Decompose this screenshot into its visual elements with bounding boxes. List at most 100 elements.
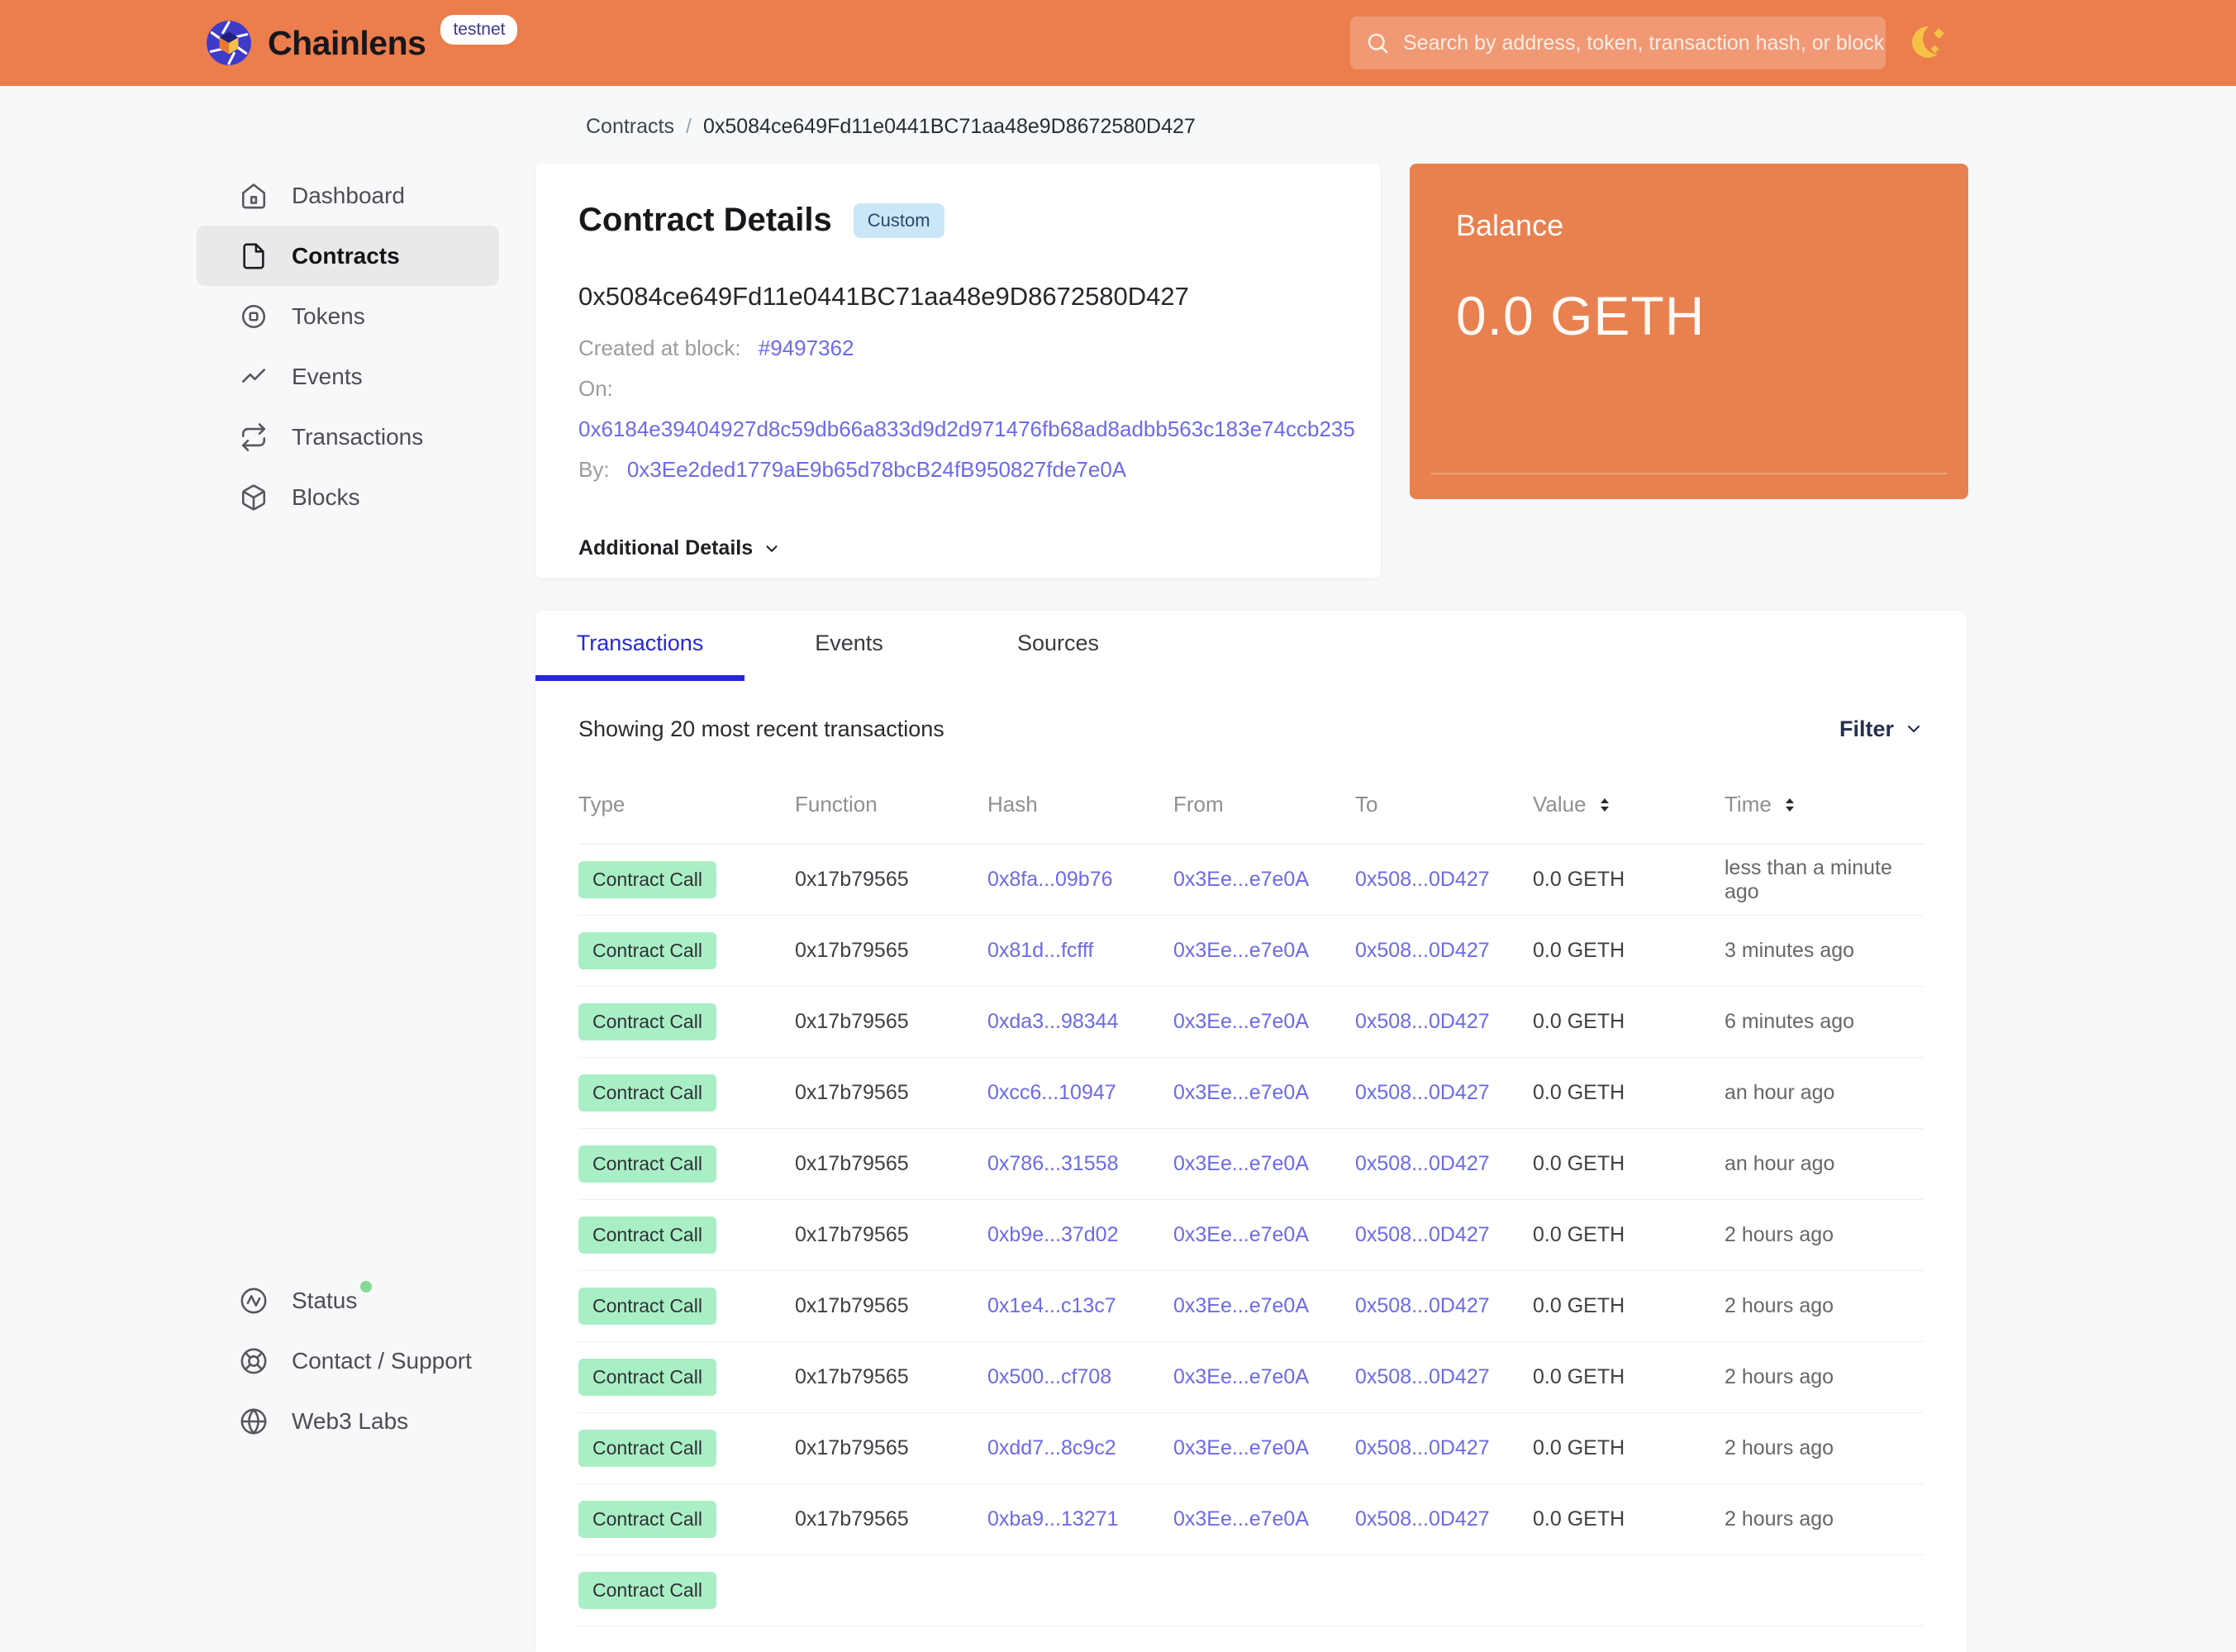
tab-transactions[interactable]: Transactions bbox=[535, 611, 745, 681]
sidebar-item-blocks[interactable]: Blocks bbox=[197, 467, 499, 527]
tx-from-link[interactable]: 0x3Ee...e7e0A bbox=[1173, 1081, 1310, 1104]
filter-label: Filter bbox=[1839, 716, 1894, 741]
chevron-down-icon bbox=[763, 540, 781, 558]
tx-function: 0x17b79565 bbox=[795, 1152, 909, 1175]
additional-details-toggle[interactable]: Additional Details bbox=[578, 536, 1338, 560]
tx-value: 0.0 GETH bbox=[1533, 1152, 1625, 1175]
sidebar-item-label: Dashboard bbox=[292, 182, 405, 208]
tx-function: 0x17b79565 bbox=[795, 1081, 909, 1104]
column-header-function: Function bbox=[795, 792, 878, 816]
tx-to-link[interactable]: 0x508...0D427 bbox=[1355, 868, 1490, 891]
tx-hash-link[interactable]: 0xb9e...37d02 bbox=[987, 1223, 1119, 1246]
contract-activity-card: Transactions Events Sources Showing 20 m… bbox=[535, 611, 1967, 1652]
contract-details-title: Contract Details bbox=[578, 202, 832, 238]
sidebar-item-label: Web3 Labs bbox=[292, 1407, 409, 1434]
tx-function: 0x17b79565 bbox=[795, 939, 909, 962]
sidebar-item-events[interactable]: Events bbox=[197, 346, 499, 407]
tx-time: 2 hours ago bbox=[1725, 1507, 1834, 1531]
balance-divider bbox=[1431, 473, 1947, 474]
sidebar-item-contact-support[interactable]: Contact / Support bbox=[197, 1331, 499, 1391]
status-ok-dot bbox=[360, 1280, 373, 1293]
tab-events[interactable]: Events bbox=[745, 611, 954, 681]
tx-from-link[interactable]: 0x3Ee...e7e0A bbox=[1173, 1152, 1310, 1175]
tx-hash-link[interactable]: 0x81d...fcfff bbox=[987, 939, 1094, 962]
tx-from-link[interactable]: 0x3Ee...e7e0A bbox=[1173, 1507, 1310, 1531]
table-row: Contract Call 0x17b79565 0xda3...98344 0… bbox=[578, 987, 1924, 1058]
tx-to-link[interactable]: 0x508...0D427 bbox=[1355, 1010, 1490, 1033]
tx-function: 0x17b79565 bbox=[795, 1365, 909, 1388]
creation-tx-hash-link[interactable]: 0x6184e39404927d8c59db66a833d9d2d971476f… bbox=[578, 417, 1355, 441]
tx-to-link[interactable]: 0x508...0D427 bbox=[1355, 1365, 1490, 1388]
tx-time: an hour ago bbox=[1725, 1152, 1835, 1175]
tx-value: 0.0 GETH bbox=[1533, 1294, 1625, 1317]
tx-to-link[interactable]: 0x508...0D427 bbox=[1355, 1294, 1490, 1317]
network-badge: testnet bbox=[440, 15, 518, 45]
tx-hash-link[interactable]: 0xba9...13271 bbox=[987, 1507, 1119, 1531]
sidebar-item-contracts[interactable]: Contracts bbox=[197, 226, 499, 286]
sidebar-item-web3labs[interactable]: Web3 Labs bbox=[197, 1391, 499, 1451]
tx-hash-link[interactable]: 0xdd7...8c9c2 bbox=[987, 1436, 1116, 1459]
created-by-row: By: 0x3Ee2ded1779aE9b65d78bcB24fB950827f… bbox=[578, 450, 1338, 490]
chevron-down-icon bbox=[1904, 719, 1924, 739]
tx-to-link[interactable]: 0x508...0D427 bbox=[1355, 1507, 1490, 1531]
sidebar-nav: Dashboard Contracts Tokens Events bbox=[197, 165, 499, 527]
tx-from-link[interactable]: 0x3Ee...e7e0A bbox=[1173, 939, 1310, 962]
balance-card: Balance 0.0 GETH bbox=[1410, 164, 1968, 499]
tx-time: 2 hours ago bbox=[1725, 1223, 1834, 1246]
search-icon bbox=[1365, 31, 1390, 55]
tab-sources[interactable]: Sources bbox=[954, 611, 1163, 681]
theme-toggle[interactable] bbox=[1910, 25, 1953, 63]
tx-from-link[interactable]: 0x3Ee...e7e0A bbox=[1173, 868, 1310, 891]
sort-value-icon[interactable] bbox=[1596, 797, 1613, 813]
sidebar-item-transactions[interactable]: Transactions bbox=[197, 407, 499, 467]
created-at-block-label: Created at block: bbox=[578, 336, 741, 360]
repeat-arrows-icon bbox=[240, 422, 268, 451]
sort-time-icon[interactable] bbox=[1782, 797, 1798, 813]
sidebar-item-dashboard[interactable]: Dashboard bbox=[197, 165, 499, 226]
tab-label: Sources bbox=[1016, 630, 1100, 655]
tx-to-link[interactable]: 0x508...0D427 bbox=[1355, 1152, 1490, 1175]
sidebar-item-status[interactable]: Status bbox=[197, 1270, 499, 1331]
tx-to-link[interactable]: 0x508...0D427 bbox=[1355, 939, 1490, 962]
creator-address-link[interactable]: 0x3Ee2ded1779aE9b65d78bcB24fB950827fde7e… bbox=[626, 457, 1127, 482]
filter-button[interactable]: Filter bbox=[1839, 717, 1924, 742]
tx-value: 0.0 GETH bbox=[1533, 1365, 1625, 1388]
tx-hash-link[interactable]: 0x500...cf708 bbox=[987, 1365, 1112, 1388]
breadcrumb: Contracts / 0x5084ce649Fd11e0441BC71aa48… bbox=[586, 115, 1196, 139]
pulse-circle-icon bbox=[240, 1287, 268, 1315]
brand[interactable]: Chainlens testnet bbox=[205, 0, 518, 86]
tx-hash-link[interactable]: 0x786...31558 bbox=[987, 1152, 1119, 1175]
tx-hash-link[interactable]: 0x8fa...09b76 bbox=[987, 868, 1113, 891]
column-header-time: Time bbox=[1725, 792, 1924, 817]
created-block-link[interactable]: #9497362 bbox=[758, 336, 854, 360]
tx-from-link[interactable]: 0x3Ee...e7e0A bbox=[1173, 1010, 1310, 1033]
transactions-table: Type Function Hash From To Value Time Co… bbox=[578, 792, 1924, 1626]
tx-type-badge: Contract Call bbox=[578, 932, 716, 969]
tx-function: 0x17b79565 bbox=[795, 1223, 909, 1246]
search-input[interactable] bbox=[1401, 30, 1886, 56]
search-box bbox=[1350, 17, 1886, 69]
column-header-to: To bbox=[1355, 792, 1378, 816]
tx-hash-link[interactable]: 0xda3...98344 bbox=[987, 1010, 1119, 1033]
tx-from-link[interactable]: 0x3Ee...e7e0A bbox=[1173, 1436, 1310, 1459]
tx-hash-link[interactable]: 0xcc6...10947 bbox=[987, 1081, 1116, 1104]
token-disc-icon bbox=[240, 302, 268, 331]
top-bar: Chainlens testnet bbox=[0, 0, 2236, 86]
tx-from-link[interactable]: 0x3Ee...e7e0A bbox=[1173, 1294, 1310, 1317]
sidebar-item-tokens[interactable]: Tokens bbox=[197, 286, 499, 346]
tx-function: 0x17b79565 bbox=[795, 1294, 909, 1317]
tx-to-link[interactable]: 0x508...0D427 bbox=[1355, 1081, 1490, 1104]
column-header-value: Value bbox=[1533, 792, 1725, 817]
tx-to-link[interactable]: 0x508...0D427 bbox=[1355, 1436, 1490, 1459]
table-row: Contract Call 0x17b79565 0xba9...13271 0… bbox=[578, 1484, 1924, 1555]
tx-from-link[interactable]: 0x3Ee...e7e0A bbox=[1173, 1223, 1310, 1246]
tx-function: 0x17b79565 bbox=[795, 1010, 909, 1033]
sidebar-item-label: Contact / Support bbox=[292, 1347, 472, 1373]
tx-hash-link[interactable]: 0x1e4...c13c7 bbox=[987, 1294, 1116, 1317]
tx-type-badge: Contract Call bbox=[578, 1074, 716, 1112]
tx-type-badge: Contract Call bbox=[578, 1145, 716, 1183]
tx-to-link[interactable]: 0x508...0D427 bbox=[1355, 1223, 1490, 1246]
breadcrumb-contracts-link[interactable]: Contracts bbox=[586, 115, 674, 138]
sidebar-item-label: Events bbox=[292, 363, 363, 389]
tx-from-link[interactable]: 0x3Ee...e7e0A bbox=[1173, 1365, 1310, 1388]
